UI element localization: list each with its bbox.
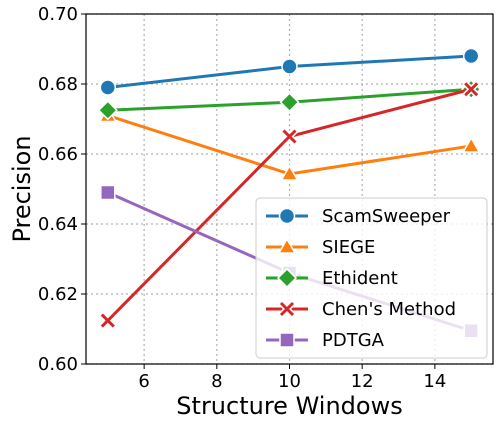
y-tick-label: 0.70	[38, 4, 78, 25]
data-point	[462, 47, 480, 65]
x-tick-label: 14	[423, 371, 446, 392]
legend-label: ScamSweeper	[322, 206, 451, 227]
y-tick-label: 0.66	[38, 144, 78, 165]
legend-marker	[278, 207, 296, 225]
y-tick-label: 0.60	[38, 354, 78, 375]
series-3	[99, 81, 480, 329]
x-marker-stroke	[282, 129, 297, 144]
legend-marker	[278, 300, 296, 318]
legend-entry: Chen's Method	[266, 299, 456, 320]
legend-entry: PDTGA	[266, 330, 385, 351]
x-marker-stroke	[464, 82, 479, 97]
legend-marker	[279, 332, 295, 348]
data-point	[281, 128, 298, 145]
legend-marker	[277, 237, 297, 254]
data-point	[461, 136, 481, 153]
legend-marker	[276, 267, 298, 289]
data-point	[281, 58, 298, 75]
y-tick-label: 0.68	[38, 74, 78, 95]
data-point	[99, 312, 116, 329]
legend-label: SIEGE	[322, 237, 375, 258]
data-point	[463, 81, 480, 98]
legend: ScamSweeper SIEGE Ethident Chen's Method PDT…	[255, 197, 488, 359]
legend-entry: ScamSweeper	[266, 206, 451, 227]
data-point	[99, 79, 117, 96]
legend-label: Chen's Method	[322, 299, 456, 320]
x-tick-label: 10	[278, 371, 301, 392]
data-point	[97, 100, 118, 121]
data-point	[279, 92, 300, 113]
legend-entry: SIEGE	[266, 237, 375, 258]
x-axis-title: Structure Windows	[176, 392, 402, 420]
legend-box	[255, 197, 488, 359]
axes: 6 8 10 12 14 0.60 0.62 0.64 0.66 0.68 0.70	[38, 4, 446, 392]
series-layer	[97, 47, 482, 339]
legend-entry: Ethident	[266, 267, 398, 289]
y-tick-label: 0.62	[38, 284, 78, 305]
x-tick-label: 8	[211, 371, 222, 392]
y-axis-title: Precision	[8, 135, 36, 242]
legend-label: PDTGA	[322, 330, 385, 351]
legend-label: Ethident	[322, 268, 398, 289]
data-point	[280, 164, 299, 181]
x-marker-stroke	[100, 313, 115, 328]
x-marker-stroke	[279, 301, 295, 317]
x-tick-label: 6	[138, 371, 149, 392]
x-tick-label: 12	[351, 371, 374, 392]
series-1	[98, 105, 481, 181]
series-0	[99, 47, 480, 96]
data-point	[100, 184, 116, 201]
y-tick-label: 0.64	[38, 214, 78, 235]
series-2	[97, 79, 482, 121]
